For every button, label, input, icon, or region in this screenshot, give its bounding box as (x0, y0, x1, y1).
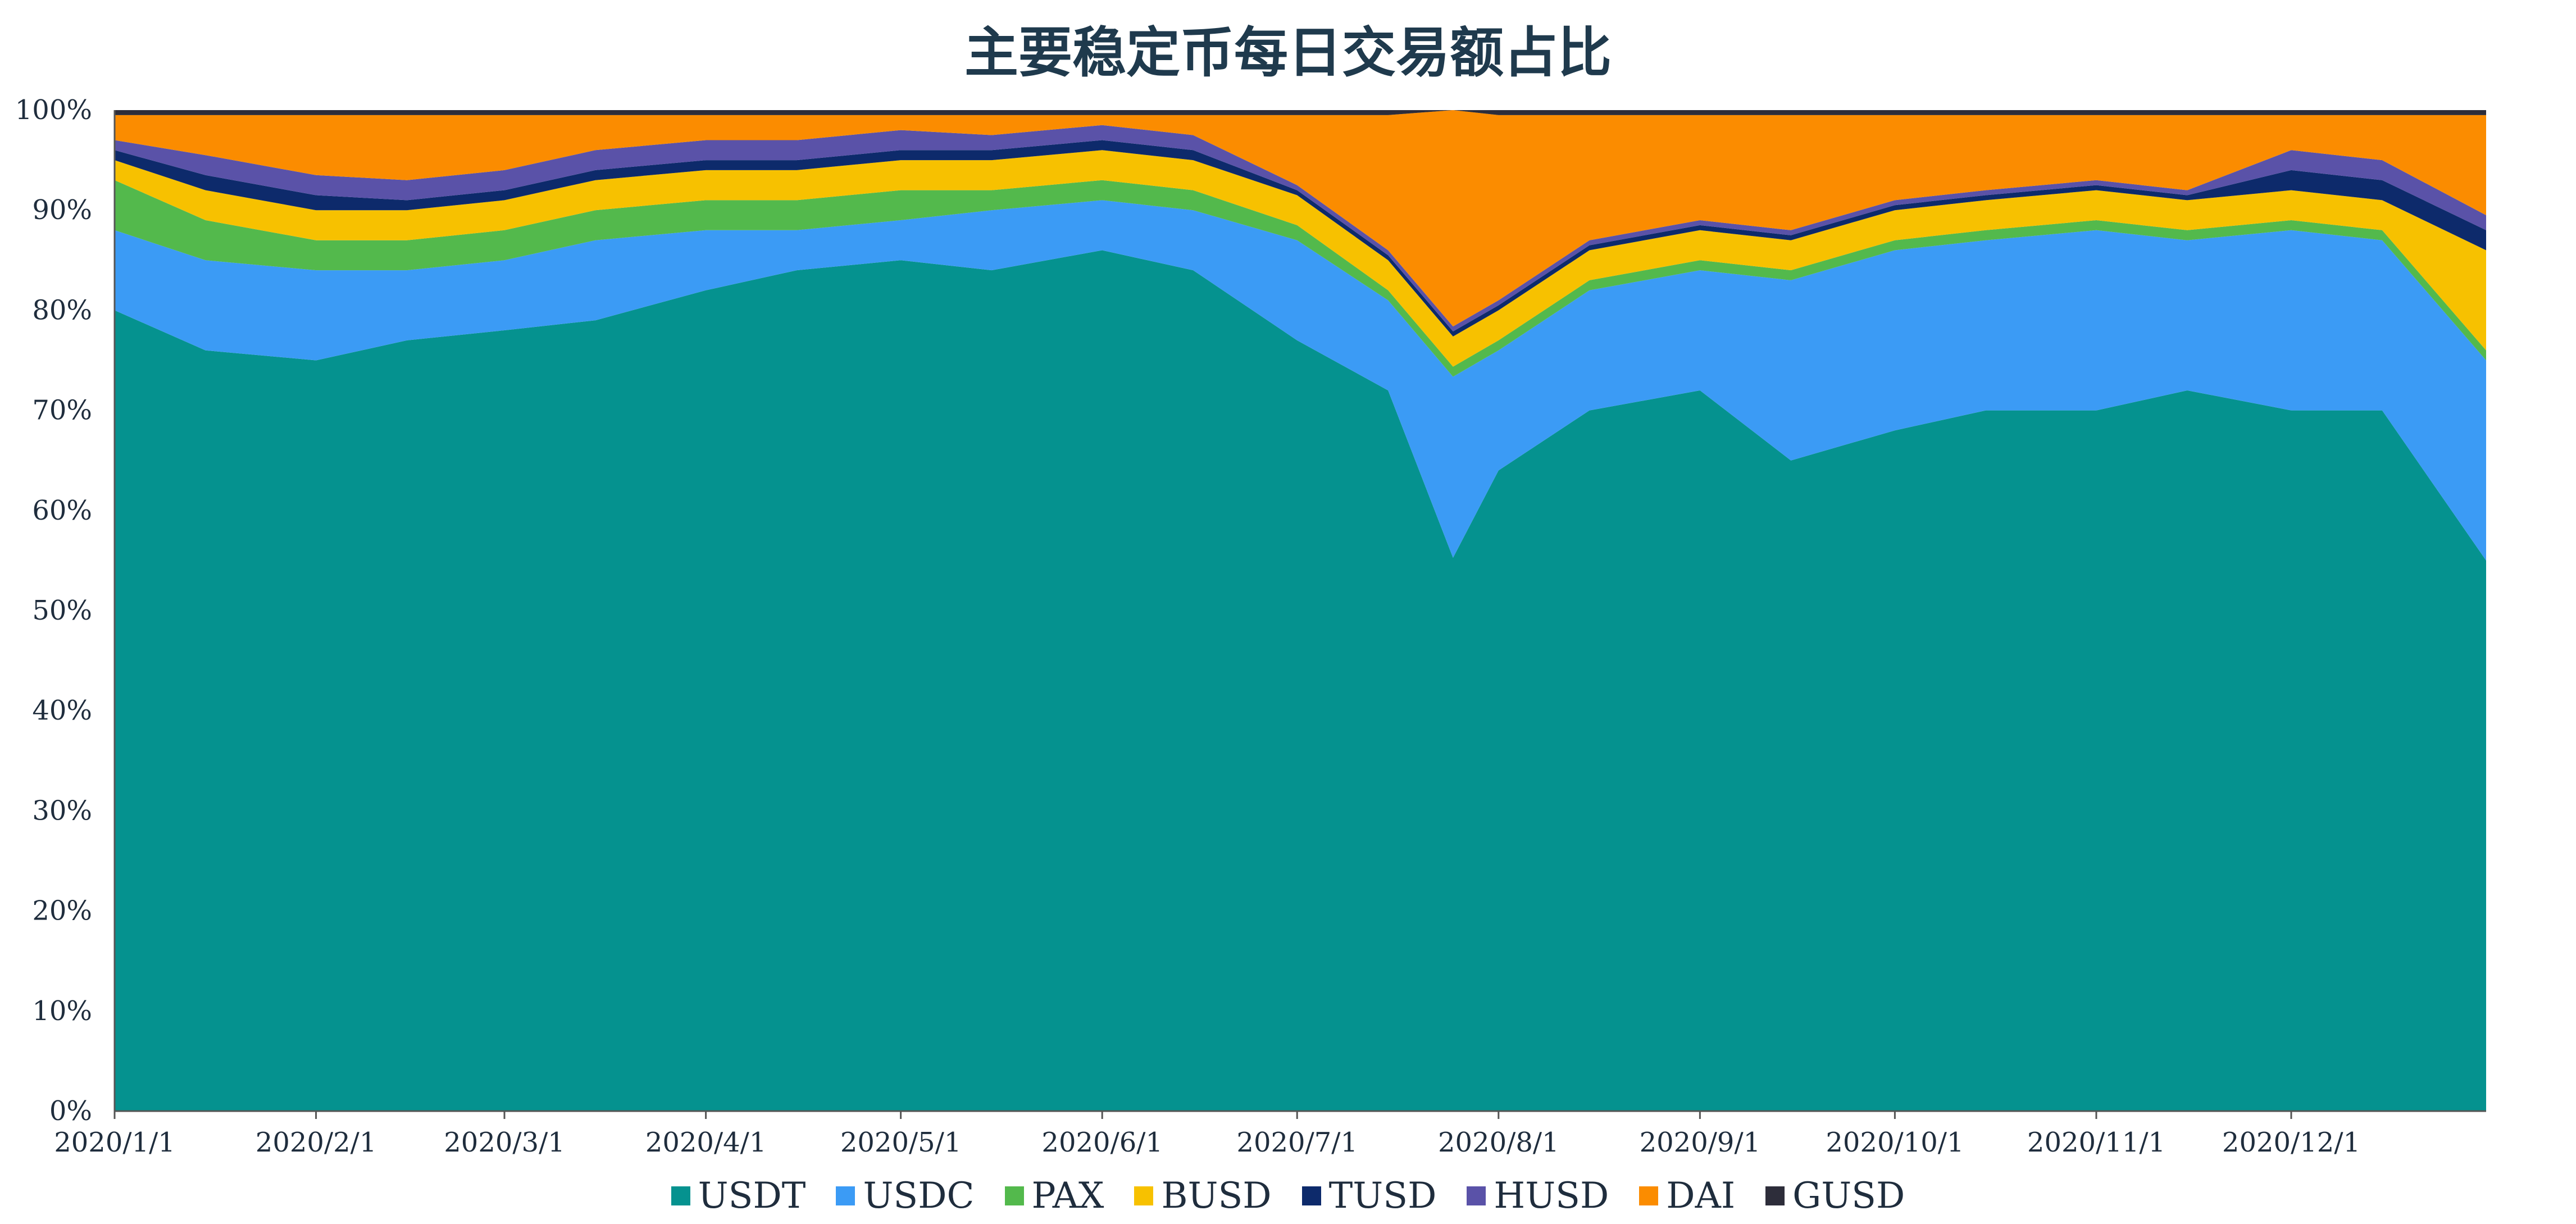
chart-legend: USDT USDC PAX BUSD TUSD HUSD DAI GUSD (0, 1175, 2576, 1217)
area-series-group (115, 110, 2486, 1111)
legend-label: TUSD (1328, 1175, 1437, 1217)
y-tick-label: 20% (32, 895, 92, 927)
legend-item-busd: BUSD (1134, 1175, 1272, 1217)
legend-label: BUSD (1161, 1175, 1272, 1217)
y-tick-label: 30% (32, 795, 92, 826)
x-tick-label: 2020/4/1 (645, 1127, 767, 1158)
axes-group (113, 110, 2486, 1112)
legend-swatch (1134, 1186, 1154, 1205)
x-tick-label: 2020/2/1 (256, 1127, 377, 1158)
legend-label: USDC (863, 1175, 975, 1217)
legend-item-tusd: TUSD (1301, 1175, 1437, 1217)
legend-item-pax: PAX (1004, 1175, 1104, 1217)
x-tick-label: 2020/7/1 (1236, 1127, 1358, 1158)
legend-swatch (836, 1186, 855, 1205)
x-tick-label: 2020/10/1 (1826, 1127, 1964, 1158)
y-tick-label: 50% (32, 595, 92, 626)
area-series-pax (115, 180, 2486, 377)
x-tick-label: 2020/3/1 (444, 1127, 565, 1158)
legend-item-husd: HUSD (1467, 1175, 1609, 1217)
legend-item-usdt: USDT (671, 1175, 806, 1217)
legend-item-gusd: GUSD (1765, 1175, 1905, 1217)
legend-label: DAI (1666, 1175, 1736, 1217)
legend-swatch (1467, 1186, 1486, 1205)
x-tick-label: 2020/12/1 (2222, 1127, 2360, 1158)
y-tick-label: 10% (32, 995, 92, 1027)
x-tick-label: 2020/6/1 (1041, 1127, 1163, 1158)
y-tick-labels: 0% 10% 20% 30% 40% 50% 60% 70% 80% 90% 100% (15, 94, 92, 1127)
legend-label: GUSD (1792, 1175, 1905, 1217)
area-series-usdc (115, 200, 2486, 561)
y-tick-label: 80% (32, 294, 92, 326)
area-series-dai (115, 110, 2486, 327)
legend-swatch (1301, 1186, 1321, 1205)
y-tick-label: 40% (32, 695, 92, 726)
legend-item-dai: DAI (1639, 1175, 1735, 1217)
x-tick-label: 2020/1/1 (54, 1127, 175, 1158)
legend-swatch (1639, 1186, 1659, 1205)
x-tick-label: 2020/11/1 (2027, 1127, 2165, 1158)
y-tick-label: 0% (49, 1095, 92, 1127)
y-tick-label: 60% (32, 495, 92, 526)
legend-swatch (671, 1186, 690, 1205)
area-series-usdt (115, 250, 2486, 1111)
y-tick-label: 90% (32, 194, 92, 226)
y-tick-label: 100% (15, 94, 92, 126)
legend-item-usdc: USDC (836, 1175, 975, 1217)
legend-swatch (1765, 1186, 1785, 1205)
legend-label: USDT (698, 1175, 806, 1217)
x-tick-labels: 2020/1/1 2020/2/1 2020/3/1 2020/4/1 2020/5/1… (54, 1111, 2360, 1158)
area-series-gusd (115, 110, 2486, 115)
x-tick-label: 2020/5/1 (840, 1127, 962, 1158)
x-tick-label: 2020/9/1 (1640, 1127, 1761, 1158)
legend-label: PAX (1031, 1175, 1104, 1217)
chart-title: 主要稳定币每日交易额占比 (964, 21, 1612, 84)
x-tick-label: 2020/8/1 (1438, 1127, 1559, 1158)
legend-label: HUSD (1494, 1175, 1609, 1217)
y-tick-label: 70% (32, 395, 92, 426)
legend-swatch (1004, 1186, 1024, 1205)
